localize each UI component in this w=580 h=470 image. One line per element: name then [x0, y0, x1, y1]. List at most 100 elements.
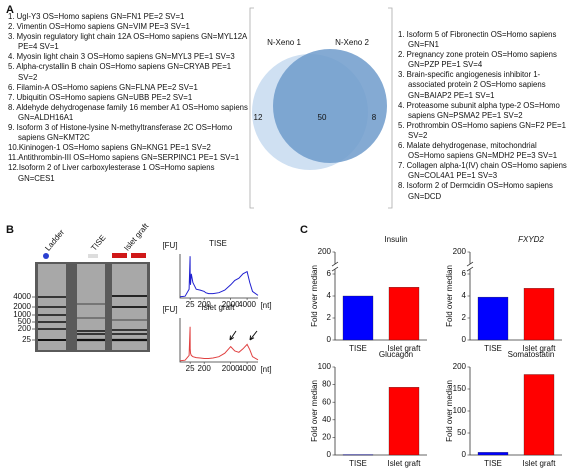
arrow — [229, 330, 237, 341]
y-tick-label: 0 — [327, 450, 332, 459]
y-tick-label: 0 — [462, 335, 467, 344]
chart-title: TISE — [209, 239, 227, 248]
x-tick-label: Islet graft — [523, 459, 557, 468]
x-tick-label: TISE — [484, 344, 502, 353]
lane-marker — [131, 253, 146, 258]
list-item: 8. Isoform 2 of Dermcidin OS=Homo sapien… — [398, 181, 553, 201]
axis — [179, 318, 258, 363]
chart-title: FXYD2 — [518, 235, 544, 244]
x-axis-label: [nt] — [260, 301, 271, 310]
y-tick-label: 150 — [453, 384, 467, 393]
y-tick-label: 4 — [327, 291, 332, 300]
x-tick-label: 200 — [198, 364, 212, 373]
bracket — [388, 7, 393, 209]
x-tick-label: 200 — [198, 300, 212, 309]
list-item: 6. Malate dehydrogenase, mitochondrial O… — [398, 141, 558, 161]
ladder-size-label: 25 — [22, 335, 31, 344]
lane-label: TISE — [89, 233, 107, 252]
x-tick-label: 4000 — [238, 300, 256, 309]
list-item: 9. Isoform 3 of Histone-lysine N-methylt… — [8, 123, 233, 143]
x-axis-label: [nt] — [260, 365, 271, 374]
lane-marker — [43, 253, 49, 259]
y-tick-label: 50 — [457, 428, 466, 437]
list-item: 5. Prothrombin OS=Homo sapiens GN=F2 PE=… — [398, 120, 566, 140]
ladder-size-label: 4000 — [13, 292, 31, 301]
y-tick-label: 60 — [322, 397, 331, 406]
chart-title: Somatostatin — [508, 350, 555, 359]
bar — [388, 387, 420, 456]
trace — [179, 256, 259, 298]
bar — [477, 296, 509, 341]
list-item: 8. Aldehyde dehydrogenase family 16 memb… — [8, 102, 248, 122]
chart-title: Glucagon — [379, 350, 413, 359]
bar — [523, 288, 555, 341]
y-tick-label: 200 — [318, 247, 332, 256]
gel-lane — [77, 264, 105, 350]
list-item: 7. Collagen alpha-1(IV) chain OS=Homo sa… — [398, 161, 567, 181]
list-item: 5. Alpha-crystallin B chain OS=Homo sapi… — [8, 62, 232, 82]
y-tick-label: 0 — [462, 450, 467, 459]
list-item: 3. Myosin regulatory light chain 12A OS=… — [8, 32, 247, 52]
y-tick-label: 100 — [318, 362, 332, 371]
y-tick-label: 6 — [327, 269, 332, 278]
x-tick-label: 25 — [186, 364, 195, 373]
x-tick-label: Islet graft — [388, 459, 422, 468]
chart-title: Islet graft — [202, 303, 236, 312]
x-tick-label: TISE — [484, 459, 502, 468]
y-axis-label: Fold over median — [445, 265, 454, 327]
list-item: 2. Pregnancy zone protein OS=Homo sapien… — [398, 50, 557, 70]
y-axis-label: Fold over median — [310, 265, 319, 327]
y-tick-label: 200 — [453, 247, 467, 256]
list-item: 11.Antithrombin-III OS=Homo sapiens GN=S… — [8, 153, 240, 163]
y-axis-label: Fold over median — [310, 380, 319, 442]
y-tick-label: 200 — [453, 362, 467, 371]
y-axis-label: Fold over median — [445, 380, 454, 442]
x-tick-label: 2000 — [222, 300, 240, 309]
lane-marker — [88, 254, 98, 258]
chart-title: Insulin — [384, 235, 407, 244]
list-item: 7. Ubiquitin OS=Homo sapiens GN=UBB PE=2… — [8, 92, 193, 102]
axis — [179, 254, 258, 299]
protein-list: 1. Ugl-Y3 OS=Homo sapiens GN=FN1 PE=2 SV… — [8, 12, 248, 184]
arrow — [249, 330, 258, 341]
y-tick-label: 80 — [322, 380, 331, 389]
list-item: 1. Isoform 5 of Fibronectin OS=Homo sapi… — [398, 30, 557, 50]
lane-marker — [112, 253, 127, 258]
trace — [179, 326, 259, 362]
panel-label: C — [300, 224, 308, 236]
y-tick-label: 100 — [453, 406, 467, 415]
list-item: 10.Kininogen-1 OS=Homo sapiens GN=KNG1 P… — [8, 143, 211, 153]
bar — [342, 295, 374, 341]
bar — [342, 454, 374, 456]
y-tick-label: 6 — [462, 269, 467, 278]
y-axis-label: [FU] — [162, 241, 177, 250]
venn-count: 50 — [318, 113, 327, 122]
list-item: 12.Isoform 2 of Liver carboxylesterase 1… — [8, 163, 215, 183]
list-item: 3. Brain-specific angiogenesis inhibitor… — [398, 70, 546, 100]
bar — [388, 287, 420, 341]
protein-list: 1. Isoform 5 of Fibronectin OS=Homo sapi… — [398, 30, 574, 202]
lane-label: Islet graft — [122, 221, 151, 253]
venn-set-label: N-Xeno 2 — [335, 38, 369, 47]
y-tick-label: 40 — [322, 415, 331, 424]
list-item: 4. Myosin light chain 3 OS=Homo sapiens … — [8, 52, 235, 62]
list-item: 2. Vimentin OS=Homo sapiens GN=VIM PE=3 … — [8, 22, 190, 32]
y-axis-label: [FU] — [162, 305, 177, 314]
list-item: 6. Filamin-A OS=Homo sapiens GN=FLNA PE=… — [8, 82, 198, 92]
ladder-size-label: 500 — [18, 317, 32, 326]
bar — [477, 452, 509, 456]
x-tick-label: 4000 — [238, 364, 256, 373]
y-tick-label: 0 — [327, 335, 332, 344]
x-tick-label: TISE — [349, 344, 367, 353]
venn-set-label: N-Xeno 1 — [267, 38, 301, 47]
axis-break — [331, 261, 339, 272]
bracket — [249, 7, 254, 209]
x-tick-label: Islet graft — [388, 344, 422, 353]
ladder-size-label: 2000 — [13, 302, 31, 311]
venn-count: 8 — [372, 113, 377, 122]
ladder-size-label: 1000 — [13, 310, 31, 319]
venn-circle — [273, 49, 387, 163]
